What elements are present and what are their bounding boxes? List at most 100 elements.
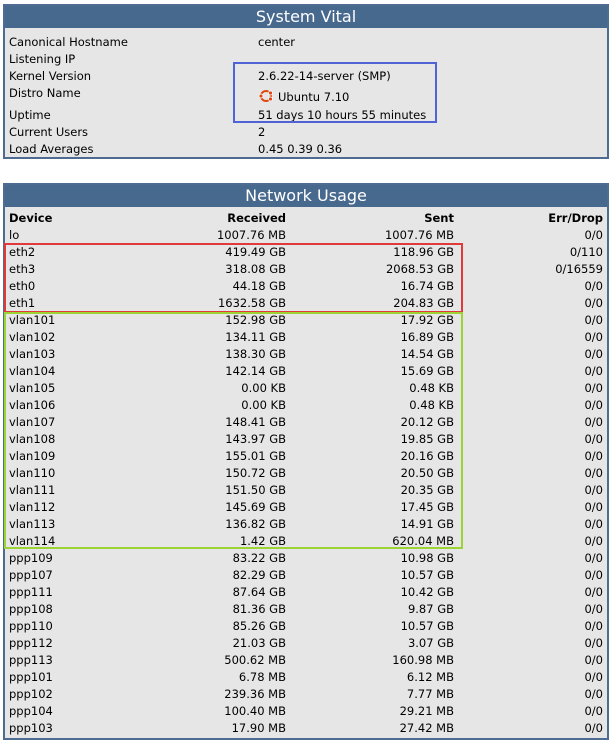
- table-row: eth0 44.18 GB 16.74 GB 0/0: [5, 278, 607, 295]
- cell-received: 21.03 GB: [232, 636, 286, 650]
- cell-device: vlan102: [9, 330, 56, 344]
- cell-sent: 10.57 GB: [400, 619, 454, 633]
- header-sent: Sent: [424, 211, 454, 225]
- cell-err-drop: 0/0: [584, 653, 603, 667]
- system-vital-list: Canonical Hostname center Listening IP Kern…: [5, 28, 607, 158]
- cell-received: 6.78 MB: [238, 670, 286, 684]
- table-row: vlan109 155.01 GB 20.16 GB 0/0: [5, 448, 607, 465]
- cell-received: 148.41 GB: [225, 415, 286, 429]
- cell-err-drop: 0/110: [569, 245, 603, 259]
- cell-err-drop: 0/0: [584, 636, 603, 650]
- table-row: ppp102 239.36 MB 7.77 MB 0/0: [5, 686, 607, 703]
- cell-received: 81.36 GB: [232, 602, 286, 616]
- cell-err-drop: 0/0: [584, 517, 603, 531]
- cell-err-drop: 0/0: [584, 381, 603, 395]
- cell-device: ppp103: [9, 721, 53, 735]
- network-usage-table: Device Received Sent Err/Drop lo 1007.76 …: [5, 207, 607, 737]
- table-row: vlan104 142.14 GB 15.69 GB 0/0: [5, 363, 607, 380]
- cell-sent: 17.45 GB: [400, 500, 454, 514]
- cell-received: 143.97 GB: [225, 432, 286, 446]
- vital-value: center: [258, 35, 295, 49]
- cell-device: vlan105: [9, 381, 56, 395]
- cell-received: 239.36 MB: [224, 687, 286, 701]
- vital-row: Current Users 2: [5, 124, 607, 141]
- vital-row: Listening IP: [5, 51, 607, 68]
- cell-err-drop: 0/0: [584, 568, 603, 582]
- cell-received: 138.30 GB: [225, 347, 286, 361]
- table-row: ppp101 6.78 MB 6.12 MB 0/0: [5, 669, 607, 686]
- cell-received: 44.18 GB: [232, 279, 286, 293]
- cell-sent: 27.42 MB: [399, 721, 454, 735]
- cell-err-drop: 0/0: [584, 534, 603, 548]
- cell-sent: 204.83 GB: [393, 296, 454, 310]
- table-row: ppp104 100.40 MB 29.21 MB 0/0: [5, 703, 607, 720]
- cell-err-drop: 0/0: [584, 228, 603, 242]
- header-device: Device: [9, 211, 53, 225]
- cell-received: 152.98 GB: [225, 313, 286, 327]
- cell-sent: 20.16 GB: [400, 449, 454, 463]
- cell-received: 136.82 GB: [225, 517, 286, 531]
- cell-sent: 1007.76 MB: [384, 228, 454, 242]
- cell-device: vlan109: [9, 449, 56, 463]
- cell-err-drop: 0/0: [584, 602, 603, 616]
- table-row: vlan113 136.82 GB 14.91 GB 0/0: [5, 516, 607, 533]
- cell-err-drop: 0/0: [584, 347, 603, 361]
- ubuntu-logo-icon: [258, 88, 274, 104]
- vital-label: Load Averages: [9, 142, 94, 156]
- cell-received: 318.08 GB: [225, 262, 286, 276]
- cell-received: 17.90 MB: [231, 721, 286, 735]
- vital-label: Kernel Version: [9, 69, 92, 83]
- cell-sent: 16.89 GB: [400, 330, 454, 344]
- cell-device: eth3: [9, 262, 36, 276]
- cell-sent: 19.85 GB: [400, 432, 454, 446]
- cell-sent: 3.07 GB: [407, 636, 454, 650]
- cell-err-drop: 0/0: [584, 449, 603, 463]
- table-row: vlan111 151.50 GB 20.35 GB 0/0: [5, 482, 607, 499]
- table-row: eth1 1632.58 GB 204.83 GB 0/0: [5, 295, 607, 312]
- cell-received: 1632.58 GB: [217, 296, 286, 310]
- table-row: vlan114 1.42 GB 620.04 MB 0/0: [5, 533, 607, 550]
- cell-received: 0.00 KB: [241, 381, 286, 395]
- cell-received: 155.01 GB: [225, 449, 286, 463]
- vital-value: 2: [258, 125, 266, 139]
- cell-received: 87.64 GB: [232, 585, 286, 599]
- cell-device: vlan103: [9, 347, 56, 361]
- cell-device: ppp109: [9, 551, 53, 565]
- cell-received: 85.26 GB: [232, 619, 286, 633]
- cell-sent: 10.98 GB: [400, 551, 454, 565]
- cell-err-drop: 0/0: [584, 432, 603, 446]
- cell-device: eth1: [9, 296, 36, 310]
- cell-device: eth0: [9, 279, 36, 293]
- cell-device: vlan104: [9, 364, 56, 378]
- table-row: ppp112 21.03 GB 3.07 GB 0/0: [5, 635, 607, 652]
- table-row: vlan101 152.98 GB 17.92 GB 0/0: [5, 312, 607, 329]
- cell-err-drop: 0/0: [584, 313, 603, 327]
- cell-received: 82.29 GB: [232, 568, 286, 582]
- vital-value: Ubuntu 7.10: [258, 88, 349, 106]
- cell-received: 100.40 MB: [224, 704, 286, 718]
- cell-err-drop: 0/0: [584, 483, 603, 497]
- cell-err-drop: 0/0: [584, 364, 603, 378]
- table-row: vlan102 134.11 GB 16.89 GB 0/0: [5, 329, 607, 346]
- network-usage-title: Network Usage: [5, 185, 607, 207]
- cell-sent: 160.98 MB: [392, 653, 454, 667]
- cell-sent: 2068.53 GB: [385, 262, 454, 276]
- cell-err-drop: 0/0: [584, 585, 603, 599]
- cell-sent: 10.57 GB: [400, 568, 454, 582]
- cell-sent: 14.54 GB: [400, 347, 454, 361]
- vital-row: Kernel Version 2.6.22-14-server (SMP): [5, 68, 607, 85]
- cell-device: vlan107: [9, 415, 56, 429]
- cell-device: ppp101: [9, 670, 53, 684]
- cell-received: 83.22 GB: [232, 551, 286, 565]
- vital-row: Uptime 51 days 10 hours 55 minutes: [5, 107, 607, 124]
- cell-device: ppp112: [9, 636, 53, 650]
- table-row: vlan107 148.41 GB 20.12 GB 0/0: [5, 414, 607, 431]
- cell-err-drop: 0/0: [584, 296, 603, 310]
- cell-sent: 17.92 GB: [400, 313, 454, 327]
- cell-device: eth2: [9, 245, 36, 259]
- table-row: ppp111 87.64 GB 10.42 GB 0/0: [5, 584, 607, 601]
- cell-device: ppp113: [9, 653, 53, 667]
- cell-err-drop: 0/0: [584, 466, 603, 480]
- vital-value: 51 days 10 hours 55 minutes: [258, 108, 427, 122]
- cell-err-drop: 0/0: [584, 500, 603, 514]
